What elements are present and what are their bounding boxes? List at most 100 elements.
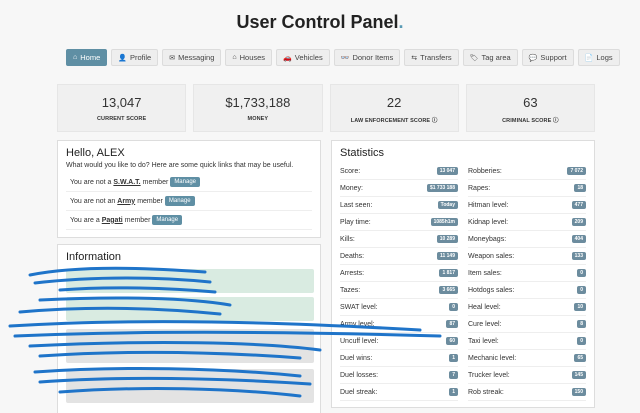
quick-link-text: You are a: [70, 216, 100, 224]
info-box-1: [66, 269, 314, 293]
nav-profile-button[interactable]: 👤 Profile: [111, 49, 159, 66]
nav-label: Tag area: [481, 53, 511, 62]
statistics-row: Mechanic level: 65: [468, 350, 586, 367]
statistics-label: Kills:: [340, 235, 355, 243]
envelope-icon: ✉: [169, 54, 176, 62]
stat-card: $1,733,188 MONEY: [193, 84, 323, 132]
statistics-title: Statistics: [340, 147, 385, 159]
home-icon: ⌂: [73, 54, 78, 61]
quick-link-text: member: [137, 197, 163, 205]
nav-label: Houses: [239, 53, 266, 62]
quick-link-text: You are not a: [70, 178, 112, 186]
nav-label: Profile: [129, 53, 152, 62]
statistics-row: Cure level: 8: [468, 316, 586, 333]
statistics-label: Kidnap level:: [468, 218, 509, 226]
nav-donor-items-button[interactable]: 👓 Donor Items: [333, 49, 401, 66]
statistics-row: Play time: 1085h1m: [340, 214, 458, 231]
statistics-row: Score: 13 047: [340, 163, 458, 180]
statistics-label: Rob streak:: [468, 388, 504, 396]
tag-icon: 🏷: [469, 54, 479, 62]
nav-messaging-button[interactable]: ✉ Messaging: [162, 49, 222, 66]
stat-value: $1,733,188: [225, 95, 291, 110]
statistics-label: Mechanic level:: [468, 354, 517, 362]
stat-value: 22: [386, 95, 402, 110]
hello-panel: Hello, ALEX What would you like to do? H…: [57, 140, 321, 238]
statistics-value-badge: 209: [571, 218, 586, 226]
nav-houses-button[interactable]: ⌂ Houses: [225, 49, 273, 66]
statistics-row: Moneybags: 404: [468, 231, 586, 248]
quick-link-text: member: [124, 216, 151, 224]
statistics-value-badge: 133: [571, 252, 586, 260]
statistics-value-badge: 7 072: [567, 167, 586, 175]
quick-link-text: You are not an: [70, 197, 116, 205]
manage-button[interactable]: Manage: [170, 177, 200, 187]
statistics-value-badge: 18: [574, 184, 586, 192]
info-box-2: [66, 297, 314, 321]
statistics-row: Kidnap level: 209: [468, 214, 586, 231]
nav-support-button[interactable]: 💬 Support: [521, 49, 574, 66]
nav-transfers-button[interactable]: ⇆ Transfers: [404, 49, 459, 66]
statistics-value-badge: 7: [449, 371, 458, 379]
statistics-row: Item sales: 0: [468, 265, 586, 282]
stat-value: 13,047: [101, 95, 142, 110]
stat-card: 63 CRIMINAL SCORE ⓘ: [465, 84, 595, 132]
nav-tag-area-button[interactable]: 🏷 Tag area: [462, 49, 518, 66]
user-icon: 👤: [118, 54, 127, 62]
nav-label: Transfers: [420, 53, 452, 62]
statistics-row: Deaths: 11 149: [340, 248, 458, 265]
statistics-row: Robberies: 7 072: [468, 163, 586, 180]
statistics-label: Arrests:: [340, 269, 365, 277]
statistics-row: Heal level: 10: [468, 299, 586, 316]
statistics-label: Duel wins:: [340, 354, 373, 362]
statistics-value-badge: $1 733 188: [426, 184, 458, 192]
statistics-value-badge: 1085h1m: [430, 218, 458, 226]
info-box-3: [66, 329, 314, 363]
chat-icon: 💬: [528, 54, 538, 62]
statistics-row: Duel losses: 7: [340, 367, 458, 384]
statistics-row: Army level: 87: [340, 316, 458, 333]
statistics-value-badge: 1: [449, 354, 458, 362]
statistics-row: SWAT level: 0: [340, 299, 458, 316]
nav-label: Vehicles: [294, 53, 323, 62]
stat-card: 22 LAW ENFORCEMENT SCORE ⓘ: [329, 84, 459, 132]
org-name: Pagati: [101, 216, 123, 224]
statistics-value-badge: 404: [571, 235, 586, 243]
nav-label: Donor Items: [352, 53, 394, 62]
nav-bar: ⌂ Home 👤 Profile ✉ Messaging ⌂ Houses 🚗 Vehicles 👓…: [66, 49, 620, 66]
statistics-row: Uncuff level: 60: [340, 333, 458, 350]
statistics-panel: Statistics Score: 13 047 Money: $1 733 188 L…: [331, 140, 595, 408]
statistics-value-badge: 10: [574, 303, 586, 311]
file-icon: 📄: [584, 54, 594, 62]
stat-label: MONEY: [247, 116, 269, 122]
nav-vehicles-button[interactable]: 🚗 Vehicles: [276, 49, 330, 66]
nav-label: Logs: [596, 53, 613, 62]
statistics-label: Tazes:: [340, 286, 361, 294]
statistics-value-badge: 10 289: [436, 235, 458, 243]
statistics-value-badge: 0: [577, 269, 586, 277]
quick-link-text: member: [142, 178, 169, 186]
statistics-label: Hitman level:: [468, 201, 509, 209]
manage-button[interactable]: Manage: [152, 215, 183, 225]
statistics-right-column: Robberies: 7 072 Rapes: 18 Hitman level: 477 K…: [468, 163, 586, 401]
statistics-value-badge: 1: [449, 388, 458, 396]
nav-label: Home: [80, 53, 101, 62]
statistics-row: Rob streak: 150: [468, 384, 586, 401]
statistics-label: Trucker level:: [468, 371, 510, 379]
hello-title: Hello, ALEX: [66, 147, 125, 159]
nav-home-button[interactable]: ⌂ Home: [66, 49, 108, 66]
statistics-label: Weapon sales:: [468, 252, 515, 260]
quick-link-row: You are not a S.W.A.T. member Manage: [66, 173, 312, 192]
org-name: S.W.A.T.: [113, 178, 141, 186]
nav-logs-button[interactable]: 📄 Logs: [577, 49, 620, 66]
statistics-row: Last seen: Today: [340, 197, 458, 214]
car-icon: 🚗: [283, 54, 292, 62]
statistics-label: Moneybags:: [468, 235, 507, 243]
statistics-value-badge: 60: [446, 337, 458, 345]
statistics-label: Uncuff level:: [340, 337, 379, 345]
stat-label: CURRENT SCORE: [96, 116, 147, 122]
statistics-row: Money: $1 733 188: [340, 180, 458, 197]
statistics-value-badge: 65: [574, 354, 586, 362]
statistics-value-badge: 0: [577, 286, 586, 294]
manage-button[interactable]: Manage: [164, 196, 195, 206]
statistics-label: Hotdogs sales:: [468, 286, 515, 294]
